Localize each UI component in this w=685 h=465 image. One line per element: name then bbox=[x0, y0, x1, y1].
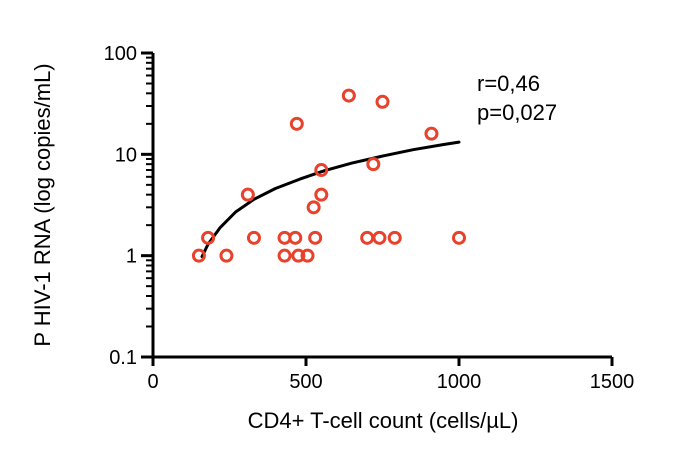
p-value-annotation: p=0,027 bbox=[477, 100, 557, 125]
y-tick-label: 0.1 bbox=[109, 347, 137, 369]
data-point bbox=[289, 116, 304, 131]
x-tick-label: 0 bbox=[147, 371, 158, 393]
data-point bbox=[360, 230, 375, 245]
data-point bbox=[288, 230, 303, 245]
data-point bbox=[375, 94, 390, 109]
regression-curve bbox=[200, 140, 461, 259]
y-tick-label: 100 bbox=[104, 43, 137, 65]
y-axis-title: P HIV-1 RNA (log copies/mL) bbox=[30, 63, 55, 346]
data-point bbox=[341, 88, 356, 103]
data-point bbox=[240, 187, 255, 202]
fit-curve-layer bbox=[200, 140, 461, 259]
data-point bbox=[191, 248, 206, 263]
axes: 0 500 1000 1500 0.1 1 10 100 bbox=[104, 43, 635, 393]
data-point bbox=[306, 200, 321, 215]
x-tick-label: 1000 bbox=[437, 371, 482, 393]
data-point bbox=[277, 248, 292, 263]
data-points-layer bbox=[191, 88, 466, 263]
data-point bbox=[246, 230, 261, 245]
x-axis-title: CD4+ T-cell count (cells/µL) bbox=[248, 408, 519, 433]
data-point bbox=[452, 230, 466, 245]
data-point bbox=[372, 230, 387, 245]
data-point bbox=[219, 248, 234, 263]
data-point bbox=[308, 230, 323, 245]
data-point bbox=[387, 230, 402, 245]
data-point bbox=[201, 230, 216, 245]
y-tick-label: 10 bbox=[115, 144, 137, 166]
data-point bbox=[424, 126, 439, 141]
data-point bbox=[314, 187, 329, 202]
data-point bbox=[314, 163, 329, 178]
y-tick-label: 1 bbox=[126, 246, 137, 268]
x-tick-label: 1500 bbox=[590, 371, 635, 393]
data-point bbox=[300, 248, 315, 263]
data-point bbox=[366, 157, 381, 172]
correlation-annotation: r=0,46 bbox=[477, 71, 540, 96]
x-tick-label: 500 bbox=[289, 371, 322, 393]
data-point bbox=[291, 248, 306, 263]
